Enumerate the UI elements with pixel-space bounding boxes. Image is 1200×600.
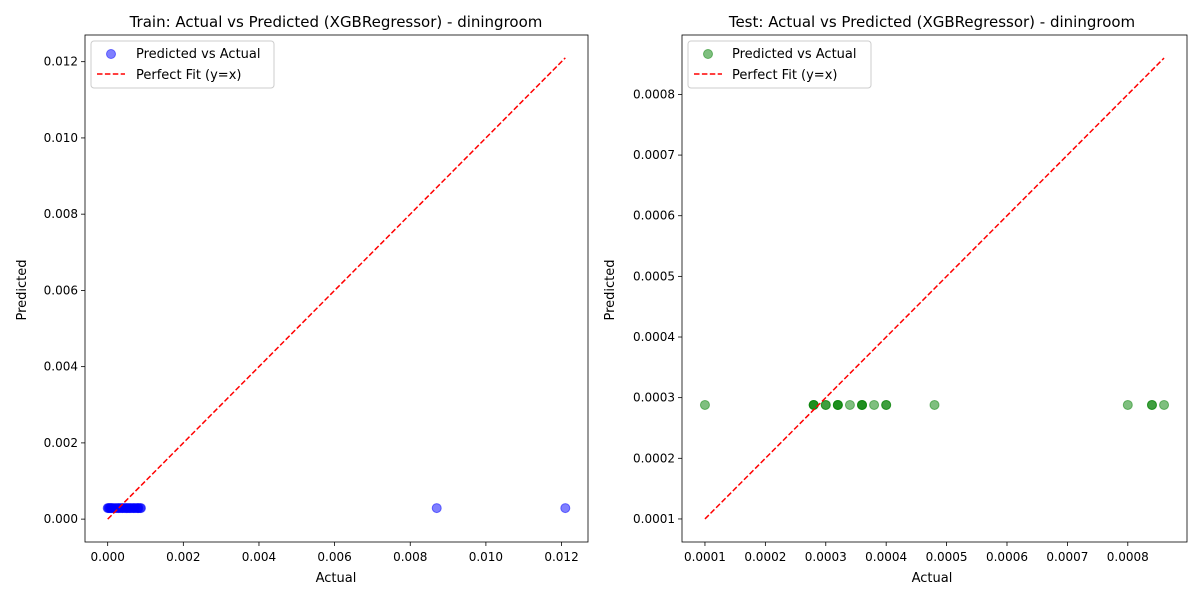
train-legend-scatter-label: Predicted vs Actual: [136, 47, 260, 62]
train-y-tick-label: 0.008: [44, 207, 78, 221]
test-x-tick-label: 0.0001: [684, 550, 726, 564]
test-chart: Test: Actual vs Predicted (XGBRegressor)…: [603, 13, 1188, 586]
test-chart-title: Test: Actual vs Predicted (XGBRegressor)…: [728, 13, 1135, 31]
test-data-point: [1122, 399, 1133, 410]
test-x-tick-label: 0.0005: [926, 550, 968, 564]
train-data-point: [560, 503, 571, 514]
test-x-tick-label: 0.0004: [865, 550, 907, 564]
train-data-point: [135, 503, 146, 514]
test-data-point: [832, 399, 843, 410]
test-legend-scatter-label: Predicted vs Actual: [732, 47, 856, 62]
test-data-point: [1159, 399, 1170, 410]
test-data-point: [857, 399, 868, 410]
train-legend-scatter-marker: [106, 49, 116, 59]
test-axes-frame: [681, 34, 1188, 543]
train-legend-fit-label: Perfect Fit (y=x): [136, 68, 241, 83]
train-x-tick-label: 0.010: [469, 550, 503, 564]
train-legend-box: [90, 40, 275, 89]
test-data-point: [869, 399, 880, 410]
test-x-axis-label: Actual: [912, 571, 953, 586]
test-x-tick-label: 0.0003: [805, 550, 847, 564]
test-data-point: [699, 399, 710, 410]
test-legend-fit-label: Perfect Fit (y=x): [732, 68, 837, 83]
test-y-tick-label: 0.0007: [633, 148, 675, 162]
test-x-tick-label: 0.0002: [744, 550, 786, 564]
train-y-tick-label: 0.010: [44, 131, 78, 145]
train-y-tick-label: 0.012: [44, 55, 78, 69]
test-y-tick-label: 0.0001: [633, 512, 675, 526]
test-y-tick-label: 0.0006: [633, 209, 675, 223]
test-y-tick-label: 0.0004: [633, 330, 675, 344]
test-data-point: [808, 399, 819, 410]
test-ticks: 0.0001 0.0002 0.0003 0.0004 0.0005 0.0006 0.00…: [633, 87, 1149, 564]
train-y-tick-label: 0.004: [44, 360, 78, 374]
train-y-tick-label: 0.000: [44, 512, 78, 526]
train-chart: Train: Actual vs Predicted (XGBRegressor…: [15, 13, 589, 586]
test-y-tick-label: 0.0005: [633, 269, 675, 283]
test-legend-box: [687, 40, 872, 89]
test-y-tick-label: 0.0002: [633, 451, 675, 465]
train-y-tick-label: 0.002: [44, 436, 78, 450]
test-y-tick-label: 0.0008: [633, 87, 675, 101]
test-y-tick-label: 0.0003: [633, 391, 675, 405]
train-chart-title: Train: Actual vs Predicted (XGBRegressor…: [129, 13, 543, 31]
train-legend: Predicted vs Actual Perfect Fit (y=x): [90, 40, 275, 89]
test-data-point: [1146, 399, 1157, 410]
test-x-tick-label: 0.0006: [986, 550, 1028, 564]
train-axes-frame: [84, 34, 589, 543]
test-data-point: [929, 399, 940, 410]
train-y-axis-label: Predicted: [15, 259, 30, 320]
train-plot-area: [102, 57, 571, 520]
test-legend-scatter-marker: [703, 49, 713, 59]
train-y-tick-label: 0.006: [44, 283, 78, 297]
train-x-tick-label: 0.006: [317, 550, 351, 564]
train-x-tick-label: 0.012: [544, 550, 578, 564]
test-y-axis-label: Predicted: [603, 259, 618, 320]
test-data-point: [881, 399, 892, 410]
train-x-axis-label: Actual: [316, 571, 357, 586]
test-data-point: [844, 399, 855, 410]
test-plot-area: [699, 57, 1170, 520]
test-data-point: [820, 399, 831, 410]
train-x-tick-label: 0.004: [242, 550, 276, 564]
test-x-tick-label: 0.0008: [1107, 550, 1149, 564]
train-data-point: [431, 503, 442, 514]
test-x-tick-label: 0.0007: [1046, 550, 1088, 564]
test-legend: Predicted vs Actual Perfect Fit (y=x): [687, 40, 872, 89]
train-x-tick-label: 0.000: [91, 550, 125, 564]
test-perfect-fit-line: [704, 57, 1165, 520]
train-x-tick-label: 0.008: [393, 550, 427, 564]
train-ticks: 0.000 0.002 0.004 0.006 0.008 0.010 0.012 0.000…: [44, 55, 579, 564]
train-x-tick-label: 0.002: [166, 550, 200, 564]
train-perfect-fit-line: [107, 57, 566, 520]
